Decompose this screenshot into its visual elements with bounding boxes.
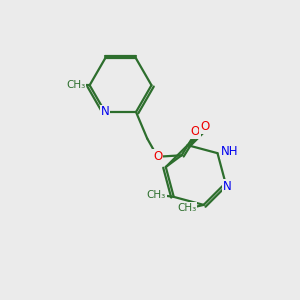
Text: O: O (153, 150, 162, 163)
Text: CH₃: CH₃ (177, 203, 196, 213)
Text: NH: NH (221, 145, 238, 158)
Text: O: O (191, 125, 200, 138)
Text: O: O (200, 120, 210, 133)
Text: CH₃: CH₃ (66, 80, 85, 90)
Text: N: N (101, 106, 110, 118)
Text: CH₃: CH₃ (146, 190, 166, 200)
Text: N: N (223, 180, 231, 193)
